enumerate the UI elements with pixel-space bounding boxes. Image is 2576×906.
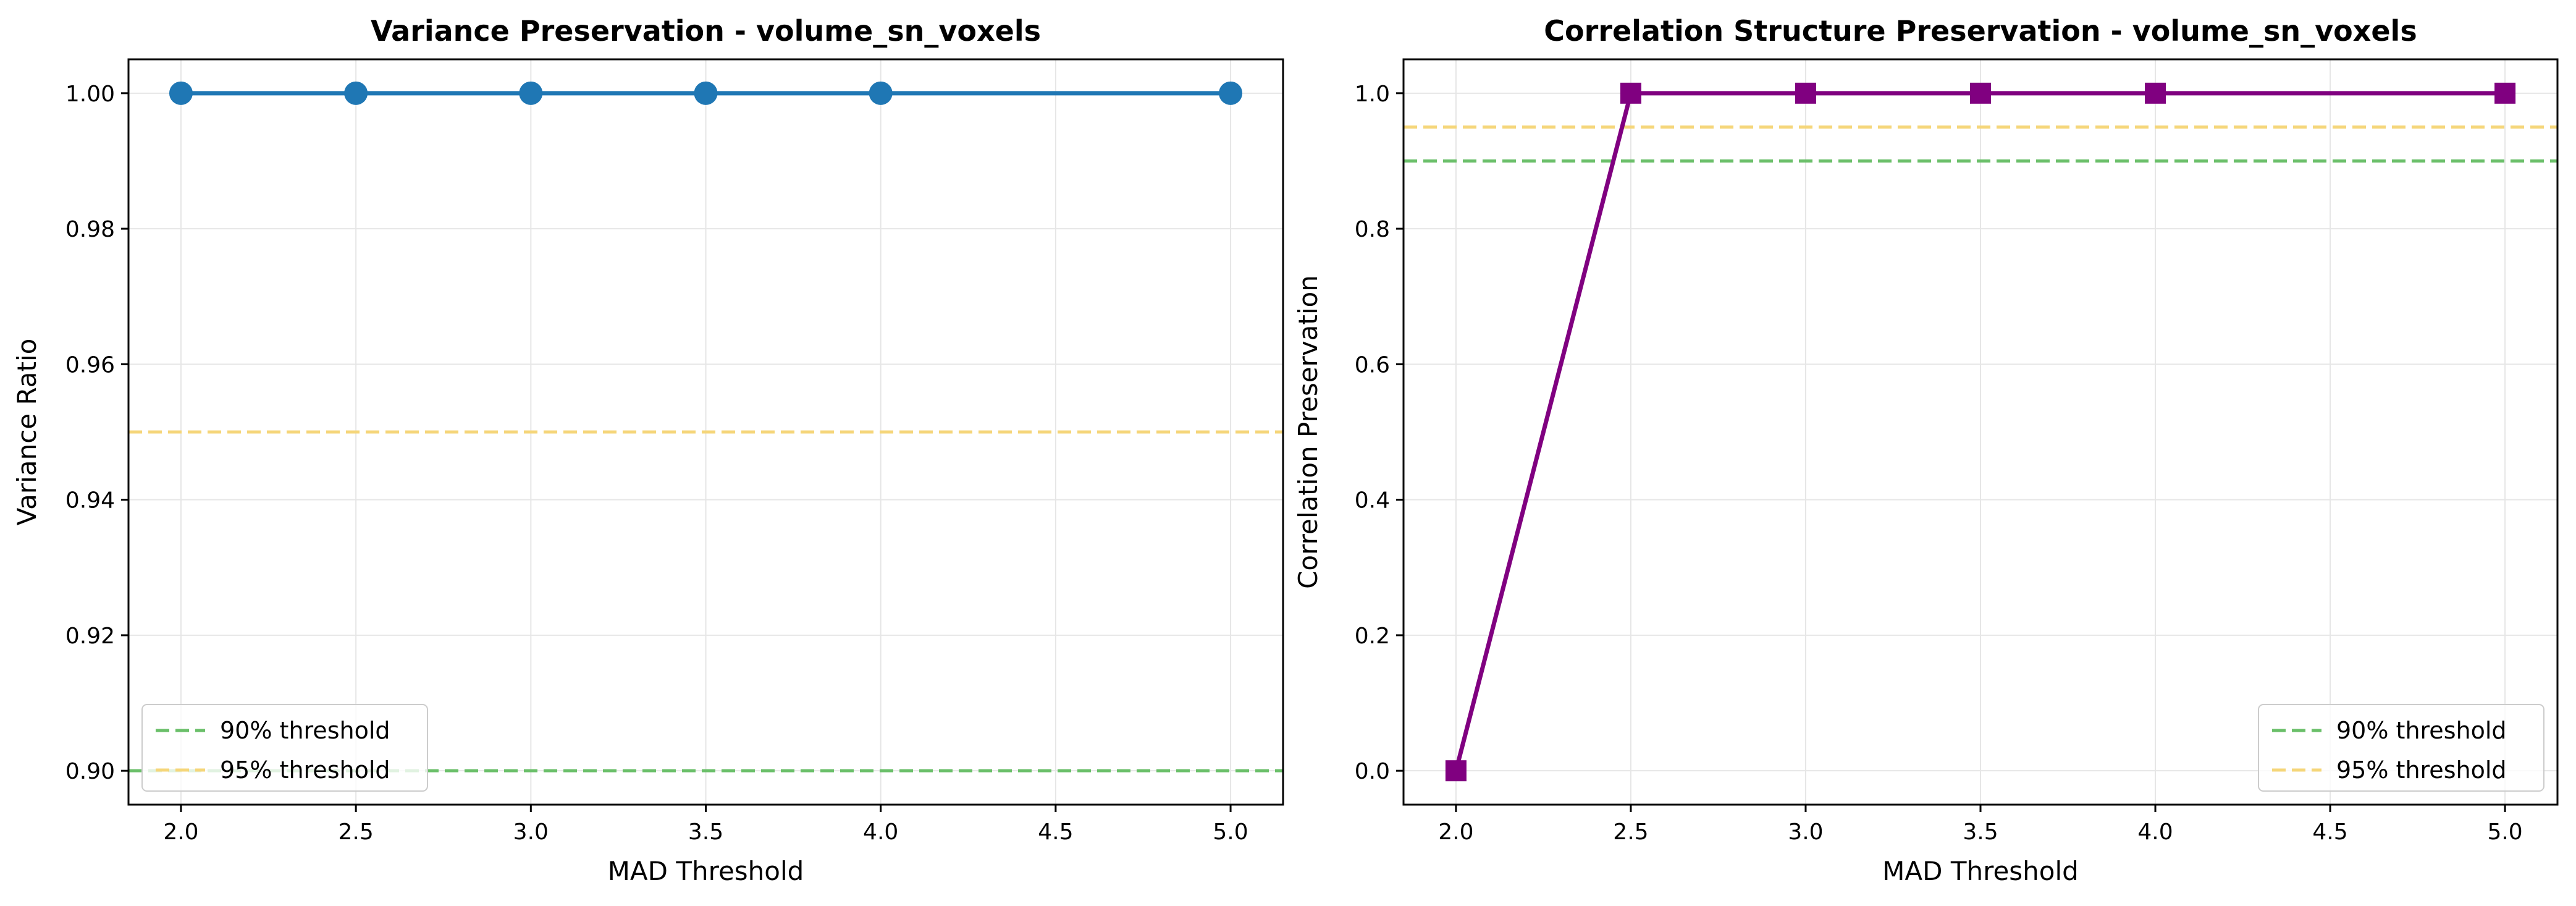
data-point (519, 81, 543, 105)
legend-label: 95% threshold (2336, 756, 2507, 784)
x-tick-label: 2.5 (339, 819, 374, 845)
x-tick-label: 5.0 (1213, 819, 1248, 845)
y-tick-label: 1.00 (65, 82, 115, 107)
y-tick-label: 0.90 (65, 759, 115, 784)
y-tick-label: 0.8 (1355, 217, 1390, 242)
y-tick-label: 0.92 (65, 624, 115, 649)
x-axis-label: MAD Threshold (608, 856, 804, 886)
legend: 90% threshold 95% threshold (2258, 704, 2544, 792)
legend-label: 90% threshold (2336, 717, 2507, 744)
data-point (2145, 82, 2166, 104)
variance-panel: 2.0 2.5 3.0 3.5 4.0 4.5 5.0 0.90 0.92 0.94 0.96 0.9… (12, 14, 1284, 886)
data-point (694, 81, 718, 105)
x-tick-label: 2.5 (1613, 819, 1648, 845)
legend-label: 95% threshold (220, 756, 390, 784)
data-point (1219, 81, 1243, 105)
data-point (2494, 82, 2516, 104)
data-point (344, 81, 368, 105)
y-tick-label: 0.94 (65, 488, 115, 514)
x-tick-label: 3.0 (1788, 819, 1823, 845)
x-tick-label: 2.0 (163, 819, 198, 845)
x-tick-label: 3.5 (688, 819, 723, 845)
correlation-panel: 2.0 2.5 3.0 3.5 4.0 4.5 5.0 0.0 0.2 0.4 0.6 0.8 1.0 C… (1293, 14, 2559, 886)
legend-box (141, 704, 428, 792)
y-tick-label: 0.0 (1355, 759, 1390, 784)
legend: 90% threshold 95% threshold (141, 704, 428, 792)
data-point (869, 81, 893, 105)
x-tick-label: 3.0 (513, 819, 549, 845)
y-axis-label: Correlation Preservation (1293, 275, 1323, 589)
y-tick-label: 0.4 (1355, 488, 1390, 514)
data-point (1795, 82, 1816, 104)
y-tick-label: 0.2 (1355, 624, 1390, 649)
y-tick-label: 1.0 (1355, 82, 1390, 107)
data-point (1620, 82, 1641, 104)
x-tick-label: 5.0 (2487, 819, 2522, 845)
legend-box (2258, 704, 2544, 792)
data-point (1445, 760, 1467, 782)
x-tick-label: 4.0 (863, 819, 898, 845)
x-axis-label: MAD Threshold (1882, 856, 2079, 886)
x-tick-label: 4.5 (1038, 819, 1073, 845)
x-tick-label: 4.5 (2312, 819, 2347, 845)
x-tick-label: 2.0 (1438, 819, 1473, 845)
chart-title: Correlation Structure Preservation - vol… (1544, 14, 2417, 48)
chart-title: Variance Preservation - volume_sn_voxels (371, 14, 1041, 48)
x-tick-label: 3.5 (1963, 819, 1998, 845)
x-tick-label: 4.0 (2137, 819, 2173, 845)
series-line (1454, 91, 2506, 772)
y-tick-label: 0.98 (65, 217, 115, 242)
y-tick-label: 0.96 (65, 352, 115, 378)
legend-label: 90% threshold (220, 717, 390, 744)
y-axis-label: Variance Ratio (12, 339, 42, 526)
y-tick-label: 0.6 (1355, 352, 1390, 378)
data-point (1970, 82, 1991, 104)
data-point (169, 81, 193, 105)
